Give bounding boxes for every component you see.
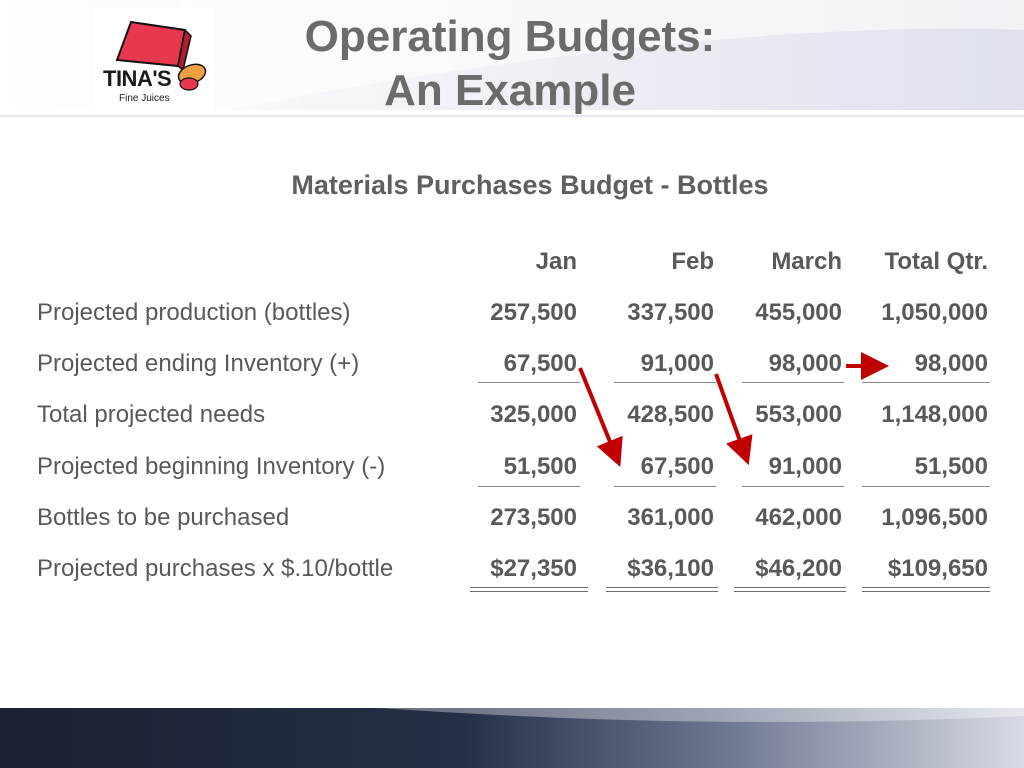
cell-beginning-inventory-feb: 67,500	[640, 453, 714, 480]
cell-beginning-inventory-jan: 51,500	[503, 453, 577, 480]
cell-total-needs-march: 553,000	[755, 401, 842, 428]
column-header-jan: Jan	[535, 248, 577, 275]
header-swoosh-background	[0, 0, 1024, 120]
column-header-feb: Feb	[671, 248, 714, 275]
subtotal-underline-jan	[478, 382, 580, 383]
double-underline-feb	[606, 587, 718, 592]
cell-bottles-to-purchase-march: 462,000	[755, 504, 842, 531]
cell-ending-inventory-march: 98,000	[768, 350, 842, 377]
double-underline-march	[734, 587, 846, 592]
cell-total-needs-jan: 325,000	[490, 401, 577, 428]
cell-production-feb: 337,500	[627, 299, 714, 326]
cell-ending-inventory-feb: 91,000	[640, 350, 714, 377]
cell-production-jan: 257,500	[490, 299, 577, 326]
subtotal-underline-jan	[478, 486, 580, 487]
cell-beginning-inventory-march: 91,000	[768, 453, 842, 480]
column-header-total: Total Qtr.	[884, 248, 988, 275]
cell-ending-inventory-total: 98,000	[914, 350, 988, 377]
cell-production-march: 455,000	[755, 299, 842, 326]
cell-projected-purchases-march: $46,200	[755, 555, 842, 582]
cell-production-total: 1,050,000	[881, 299, 988, 326]
cell-bottles-to-purchase-jan: 273,500	[490, 504, 577, 531]
row-label-projected-purchases: Projected purchases x $.10/bottle	[37, 555, 394, 582]
title-line-2: An Example	[384, 66, 636, 115]
subtotal-underline-feb	[614, 382, 716, 383]
subtotal-underline-march	[742, 382, 844, 383]
row-label-total-needs: Total projected needs	[37, 401, 266, 428]
row-label-production: Projected production (bottles)	[37, 299, 351, 326]
cell-bottles-to-purchase-feb: 361,000	[627, 504, 714, 531]
title-line-1: Operating Budgets:	[304, 12, 716, 61]
column-header-march: March	[771, 248, 842, 275]
footer-band-background	[0, 708, 1024, 768]
subtotal-underline-march	[742, 486, 844, 487]
row-label-bottles-to-purchase: Bottles to be purchased	[37, 504, 290, 531]
logo-tagline: Fine Juices	[119, 93, 170, 104]
cell-beginning-inventory-total: 51,500	[914, 453, 988, 480]
double-underline-jan	[470, 587, 588, 592]
tinas-logo: TINA'S Fine Juices	[93, 8, 214, 114]
double-underline-total	[862, 587, 990, 592]
juice-carton-graphic	[115, 20, 207, 91]
cell-bottles-to-purchase-total: 1,096,500	[881, 504, 988, 531]
cell-total-needs-total: 1,148,000	[881, 401, 988, 428]
row-label-ending-inventory: Projected ending Inventory (+)	[37, 350, 360, 377]
table-subtitle: Materials Purchases Budget - Bottles	[291, 170, 769, 200]
cell-projected-purchases-total: $109,650	[887, 555, 988, 582]
cell-projected-purchases-jan: $27,350	[490, 555, 577, 582]
row-label-beginning-inventory: Projected beginning Inventory (-)	[37, 453, 386, 480]
cell-total-needs-feb: 428,500	[627, 401, 714, 428]
subtotal-underline-total	[862, 382, 990, 383]
logo-wordmark: TINA'S	[103, 66, 172, 91]
subtotal-underline-feb	[614, 486, 716, 487]
slide-title: Operating Budgets: An Example	[240, 10, 780, 118]
cell-ending-inventory-jan: 67,500	[503, 350, 577, 377]
subtotal-underline-total	[862, 486, 990, 487]
cell-projected-purchases-feb: $36,100	[627, 555, 714, 582]
